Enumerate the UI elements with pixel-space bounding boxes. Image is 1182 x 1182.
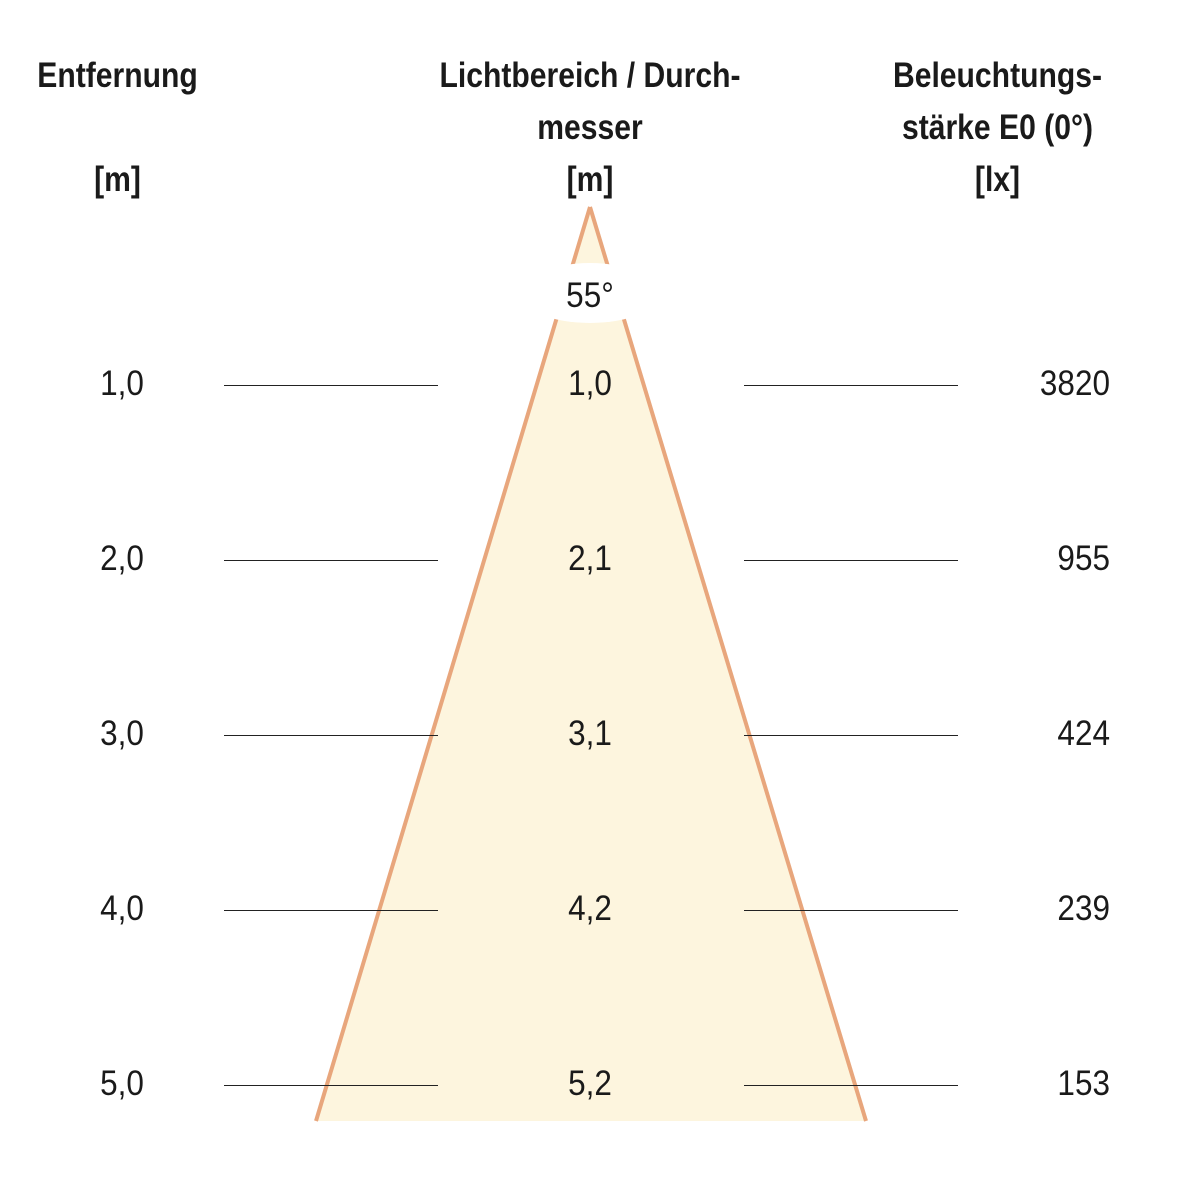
diameter-value: 4,2: [568, 889, 612, 928]
rule-right: [744, 560, 958, 561]
header-line: stärke E0 (0°): [901, 108, 1094, 147]
rule-left: [224, 560, 438, 561]
beam-angle-label: 55°: [566, 276, 614, 315]
diameter-value: 5,2: [568, 1064, 612, 1103]
rule-left: [224, 1085, 438, 1086]
distance-value: 1,0: [100, 364, 144, 403]
angle-label-backdrop: [520, 263, 660, 323]
header-unit: [m]: [566, 160, 614, 199]
cone-edge-right: [588, 206, 868, 1122]
header-diameter: Lichtbereich / Durch- messer [m]: [418, 50, 762, 206]
illuminance-value: 153: [1057, 1064, 1110, 1103]
cone-fill: [316, 207, 866, 1121]
header-line: Beleuchtungs-: [892, 56, 1103, 95]
header-line: Entfernung: [37, 56, 198, 95]
rule-left: [224, 910, 438, 911]
diameter-value: 2,1: [568, 539, 612, 578]
distance-value: 2,0: [100, 539, 144, 578]
illuminance-value: 239: [1057, 889, 1110, 928]
distance-value: 3,0: [100, 714, 144, 753]
header-illuminance: Beleuchtungs- stärke E0 (0°) [lx]: [879, 50, 1116, 206]
header-unit: [lx]: [974, 160, 1021, 199]
rule-left: [224, 385, 438, 386]
distance-value: 4,0: [100, 889, 144, 928]
header-unit: [m]: [94, 160, 141, 199]
header-line: [16, 102, 218, 154]
rule-right: [744, 385, 958, 386]
rule-right: [744, 1085, 958, 1086]
illuminance-value: 424: [1057, 714, 1110, 753]
header-line: Lichtbereich / Durch-: [439, 56, 741, 95]
header-distance: Entfernung [m]: [16, 50, 218, 206]
illuminance-value: 3820: [1039, 364, 1110, 403]
cone-edge-left: [314, 206, 592, 1122]
diameter-value: 3,1: [568, 714, 612, 753]
rule-left: [224, 735, 438, 736]
diameter-value: 1,0: [568, 364, 612, 403]
header-line: messer: [537, 108, 643, 147]
distance-value: 5,0: [100, 1064, 144, 1103]
rule-right: [744, 735, 958, 736]
illuminance-value: 955: [1057, 539, 1110, 578]
rule-right: [744, 910, 958, 911]
